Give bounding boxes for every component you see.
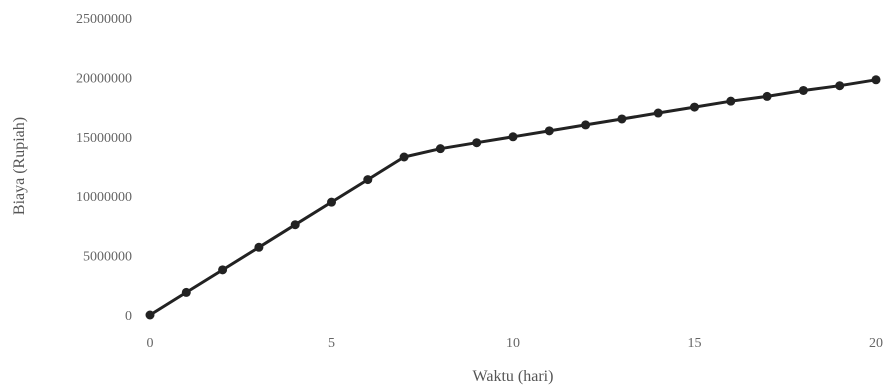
data-point (871, 75, 881, 85)
data-point (653, 108, 663, 118)
data-point (145, 310, 155, 320)
y-tick-label: 5000000 (83, 250, 132, 265)
data-point (617, 114, 627, 124)
x-tick-label: 15 (688, 336, 702, 351)
x-axis-ticks: 0 5 10 15 20 (147, 336, 884, 351)
y-tick-label: 25000000 (76, 12, 132, 27)
y-axis-label: Biaya (Rupiah) (11, 117, 28, 215)
data-point (435, 144, 445, 154)
x-tick-label: 0 (147, 336, 154, 351)
data-point (690, 102, 699, 112)
data-point (218, 265, 228, 275)
y-tick-label: 15000000 (76, 131, 132, 146)
x-tick-label: 20 (869, 336, 883, 351)
data-point (254, 242, 264, 252)
y-tick-label: 0 (125, 309, 132, 324)
series-line (149, 78, 877, 317)
x-tick-label: 5 (328, 336, 335, 351)
x-axis-label: Waktu (hari) (473, 368, 554, 385)
data-point (544, 126, 554, 136)
plot-area (145, 75, 881, 320)
data-point (363, 175, 373, 185)
y-axis-ticks: 0 5000000 10000000 15000000 20000000 25000000 (76, 12, 132, 324)
data-point (726, 96, 736, 106)
data-point (472, 138, 482, 148)
data-point (181, 287, 191, 297)
data-point (581, 120, 591, 130)
data-point (327, 197, 336, 207)
data-point (798, 85, 808, 95)
y-tick-label: 10000000 (76, 190, 132, 205)
data-point (290, 220, 300, 230)
x-tick-label: 10 (506, 336, 520, 351)
y-tick-label: 20000000 (76, 71, 132, 86)
data-point (399, 152, 409, 162)
data-point (835, 81, 845, 91)
data-point (762, 91, 772, 101)
data-point (508, 132, 518, 142)
